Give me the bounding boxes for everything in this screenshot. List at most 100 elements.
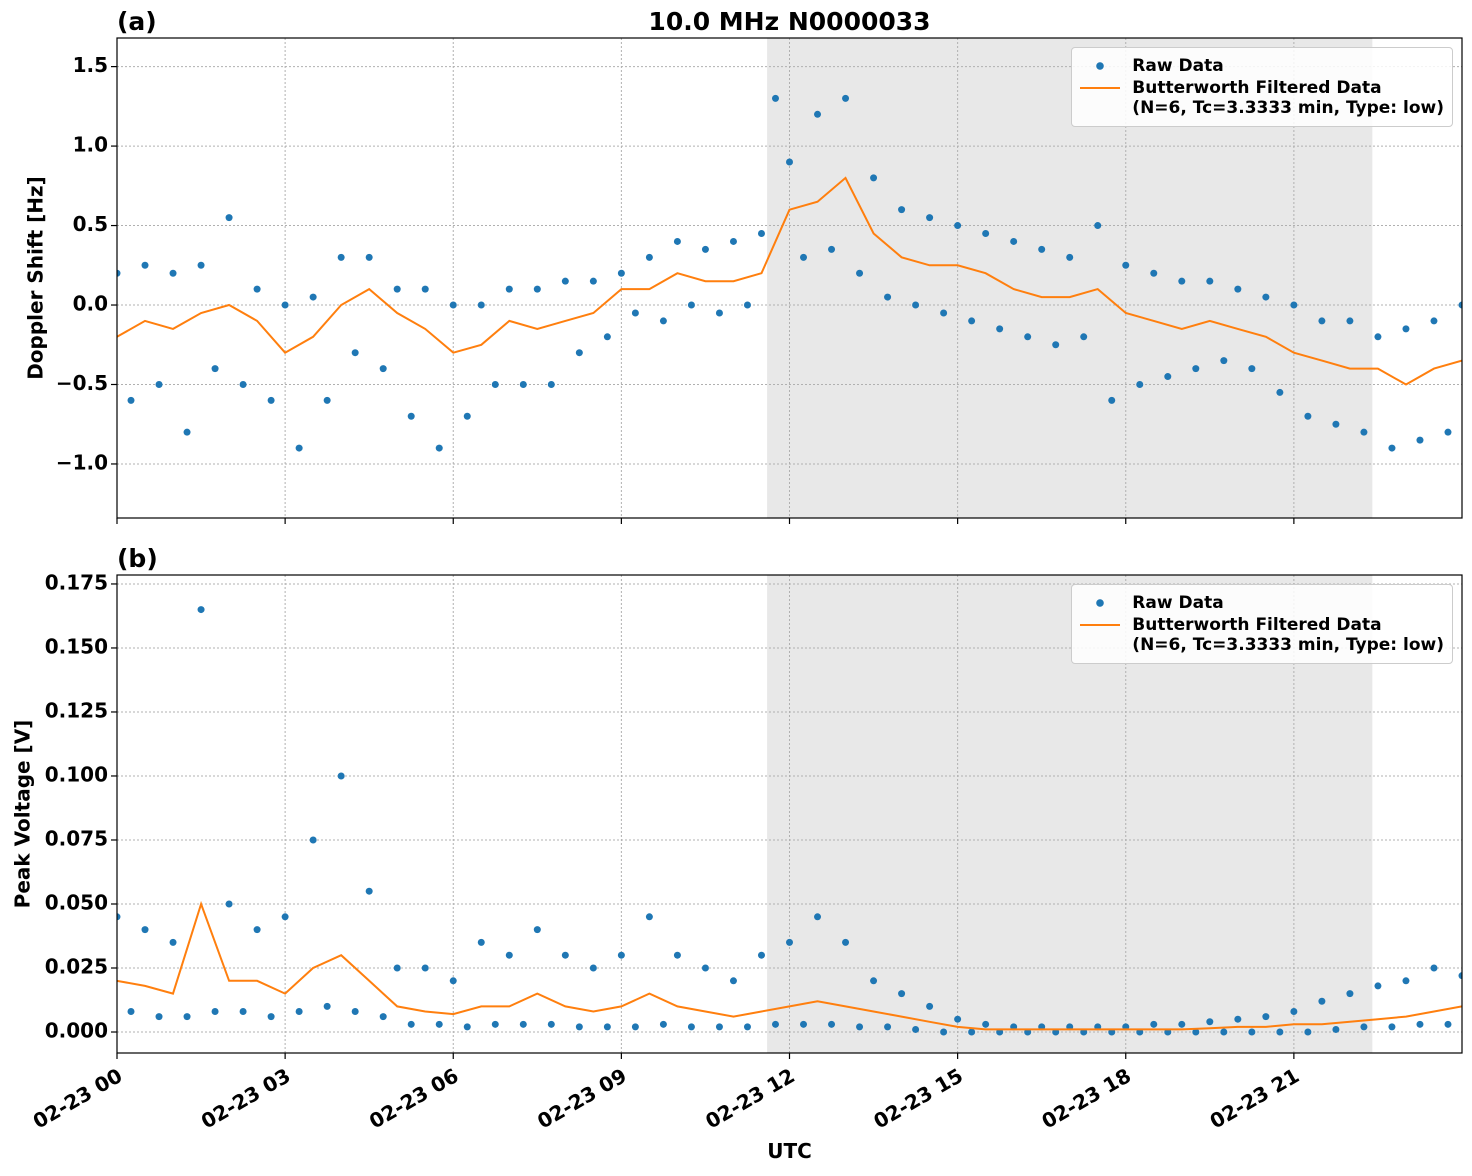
axes-frame xyxy=(116,37,1463,519)
raw-point xyxy=(743,301,751,309)
raw-point xyxy=(1276,388,1284,396)
raw-point xyxy=(519,1020,527,1028)
raw-point xyxy=(379,365,387,373)
raw-point xyxy=(926,1002,934,1010)
legend-entry: Butterworth Filtered Data (N=6, Tc=3.333… xyxy=(1080,78,1444,118)
y-axis-label: Doppler Shift [Hz] xyxy=(24,176,48,380)
raw-point xyxy=(743,1023,751,1031)
raw-point xyxy=(267,396,275,404)
y-tick-label: −1.0 xyxy=(56,450,108,474)
axes-frame xyxy=(116,574,1463,1054)
chart-title: 10.0 MHz N0000033 xyxy=(648,7,930,36)
raw-point xyxy=(351,349,359,357)
raw-point xyxy=(757,951,765,959)
raw-point xyxy=(407,412,415,420)
raw-point xyxy=(1360,428,1368,436)
raw-point xyxy=(1150,269,1158,277)
y-tick-label: 0.050 xyxy=(45,890,108,914)
y-tick-label: 0.5 xyxy=(73,212,108,236)
legend-entry: Raw Data xyxy=(1080,593,1444,613)
raw-point xyxy=(281,301,289,309)
raw-point xyxy=(771,1020,779,1028)
raw-point xyxy=(211,365,219,373)
raw-point xyxy=(800,1020,808,1028)
raw-point xyxy=(127,1008,135,1016)
raw-point xyxy=(968,1028,976,1036)
raw-point xyxy=(631,1023,639,1031)
raw-point xyxy=(337,772,345,780)
raw-point xyxy=(687,1023,695,1031)
raw-point xyxy=(1150,1020,1158,1028)
raw-point xyxy=(379,1013,387,1021)
raw-point xyxy=(940,309,948,317)
raw-point xyxy=(1192,365,1200,373)
raw-point xyxy=(771,94,779,102)
raw-point xyxy=(1416,436,1424,444)
raw-point xyxy=(701,245,709,253)
x-tick-label: 02-23 12 xyxy=(701,1063,799,1133)
raw-point xyxy=(1444,1020,1452,1028)
raw-point xyxy=(1388,444,1396,452)
raw-point xyxy=(1178,277,1186,285)
raw-point xyxy=(533,285,541,293)
raw-point xyxy=(1458,972,1462,980)
raw-point xyxy=(1332,420,1340,428)
raw-point xyxy=(856,1023,864,1031)
x-tick-label: 02-23 00 xyxy=(29,1063,127,1133)
raw-point xyxy=(575,349,583,357)
raw-point xyxy=(155,1013,163,1021)
raw-point xyxy=(519,380,527,388)
raw-point xyxy=(1248,365,1256,373)
raw-point xyxy=(117,913,121,921)
raw-point xyxy=(1206,277,1214,285)
raw-point xyxy=(1290,1008,1298,1016)
raw-point xyxy=(1388,1023,1396,1031)
plot-area xyxy=(117,606,1462,1036)
raw-point xyxy=(281,913,289,921)
raw-point xyxy=(365,253,373,261)
raw-point xyxy=(673,951,681,959)
raw-point xyxy=(884,293,892,301)
raw-point xyxy=(1234,1015,1242,1023)
raw-point xyxy=(1318,317,1326,325)
raw-point xyxy=(1402,977,1410,985)
raw-point xyxy=(239,1008,247,1016)
legend: Raw Data Butterworth Filtered Data (N=6, … xyxy=(1071,47,1453,127)
y-tick-label: 0.175 xyxy=(45,570,108,594)
raw-point xyxy=(127,396,135,404)
y-tick-label: 0.100 xyxy=(45,762,108,786)
raw-point xyxy=(982,229,990,237)
raw-point xyxy=(169,938,177,946)
panel-label: (b) xyxy=(117,544,158,573)
raw-point xyxy=(309,293,317,301)
raw-point xyxy=(253,926,261,934)
raw-point xyxy=(351,1008,359,1016)
raw-point xyxy=(814,913,822,921)
raw-point xyxy=(295,444,303,452)
legend-swatch xyxy=(1080,56,1121,76)
raw-point xyxy=(1220,357,1228,365)
raw-point xyxy=(856,269,864,277)
raw-point xyxy=(197,261,205,269)
raw-point xyxy=(225,214,233,222)
x-tick-label: 02-23 03 xyxy=(197,1063,295,1133)
raw-point xyxy=(968,317,976,325)
y-axis-label: Peak Voltage [V] xyxy=(11,720,35,909)
raw-point xyxy=(687,301,695,309)
raw-point xyxy=(954,222,962,230)
raw-point xyxy=(449,977,457,985)
raw-point xyxy=(491,380,499,388)
raw-point xyxy=(814,110,822,118)
raw-point xyxy=(1262,1013,1270,1021)
raw-point xyxy=(1192,1028,1200,1036)
raw-point xyxy=(449,301,457,309)
raw-point xyxy=(715,1023,723,1031)
legend-swatch xyxy=(1080,615,1121,635)
legend-swatch xyxy=(1080,593,1121,613)
y-tick-label: 1.5 xyxy=(73,53,108,77)
raw-point xyxy=(1206,1018,1214,1026)
raw-point xyxy=(659,1020,667,1028)
legend-label: Butterworth Filtered Data (N=6, Tc=3.333… xyxy=(1132,78,1444,118)
legend-entry: Raw Data xyxy=(1080,56,1444,76)
